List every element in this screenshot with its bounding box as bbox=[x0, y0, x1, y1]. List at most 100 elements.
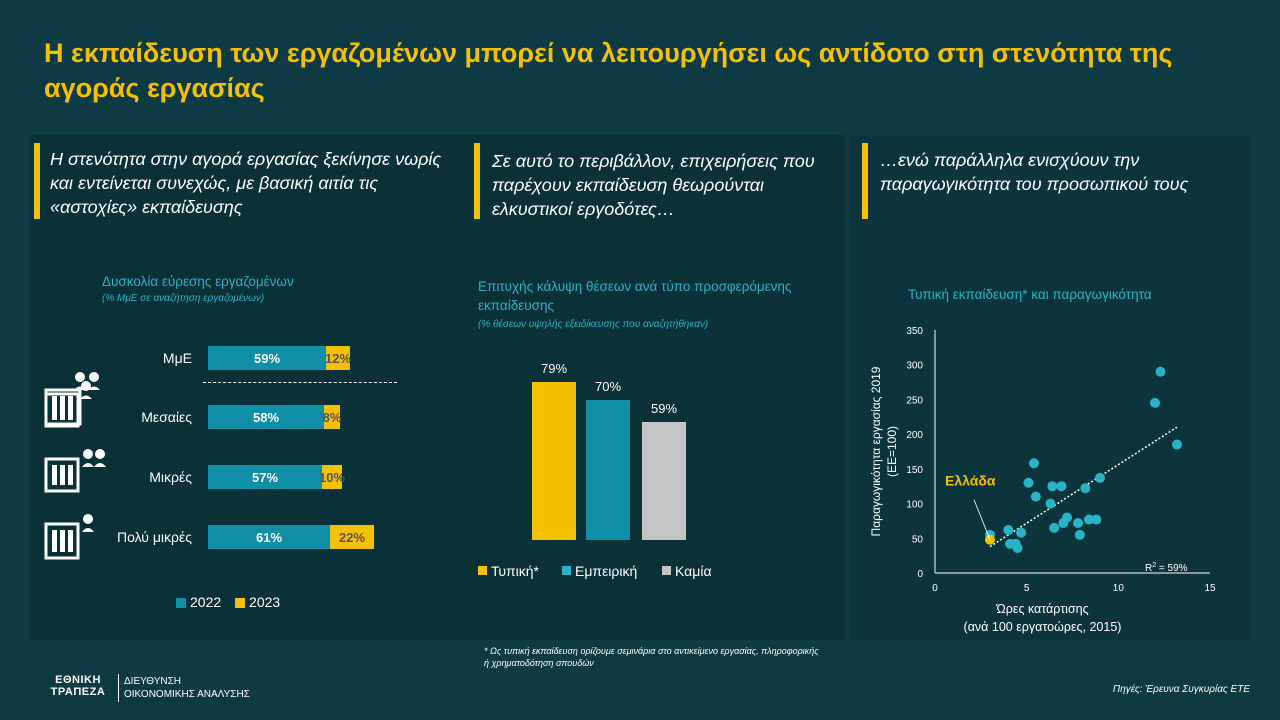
chart3-x-tick-label: 15 bbox=[1204, 583, 1216, 594]
dept-line2: ΟΙΚΟΝΟΜΙΚΗΣ ΑΝΑΛΥΣΗΣ bbox=[124, 689, 250, 700]
chart3-callout-line bbox=[973, 499, 991, 540]
chart2-legend-label: Εμπειρική bbox=[575, 563, 637, 579]
chart3-point bbox=[1074, 529, 1085, 540]
accent-bar bbox=[862, 143, 868, 219]
background-panel-right bbox=[850, 135, 1250, 640]
background-panel bbox=[30, 135, 846, 640]
chart2-bar: 79% 70% 59% Τυπική* Εμπειρική Καμία bbox=[478, 361, 712, 579]
chart1-category-label: Μεσαίες bbox=[141, 409, 192, 425]
legend-2023: 2023 bbox=[249, 594, 281, 610]
chart3-point bbox=[1049, 522, 1060, 533]
chart2-value-label: 79% bbox=[541, 361, 567, 376]
chart3-x-axis-title: Ώρες κατάρτισης bbox=[995, 602, 1088, 616]
intro-text-2: Σε αυτό το περιβάλλον, επιχειρήσεις που … bbox=[492, 151, 815, 219]
chart3-point bbox=[1084, 514, 1094, 525]
chart1-value-label-2022: 57% bbox=[251, 470, 279, 485]
divider-dashed bbox=[203, 382, 397, 383]
chart1-value-label-2022: 58% bbox=[252, 410, 280, 425]
chart3-point bbox=[1150, 397, 1160, 408]
chart2-bar bbox=[642, 422, 686, 540]
chart3-y-tick-label: 0 bbox=[917, 569, 923, 580]
chart3-point bbox=[1045, 498, 1056, 509]
legend-swatch-2023 bbox=[235, 598, 246, 609]
building-person-icon bbox=[44, 514, 94, 560]
chart2-value-label: 59% bbox=[651, 401, 677, 416]
chart2-legend-swatch bbox=[662, 566, 671, 575]
logo-divider bbox=[118, 674, 119, 702]
logo-line2: ΤΡΑΠΕΖΑ bbox=[50, 686, 106, 698]
legend-2022: 2022 bbox=[190, 594, 222, 610]
chart3-y-tick-label: 300 bbox=[906, 361, 923, 372]
chart1-legend: 2022 2023 bbox=[176, 594, 280, 610]
chart3-point bbox=[1016, 527, 1027, 538]
chart3-y-axis-title: Παραγωγικότητα εργασίας 2019 bbox=[869, 366, 883, 536]
chart3-point bbox=[1073, 518, 1083, 529]
chart1-bar-2023 bbox=[326, 346, 350, 370]
chart3-point bbox=[1062, 512, 1072, 523]
chart1-value-label-2023: 22% bbox=[338, 530, 366, 545]
accent-bar bbox=[474, 143, 480, 219]
bank-logo: ΕΘΝΙΚΗ ΤΡΑΠΕΖΑ bbox=[36, 674, 120, 698]
chart3-point bbox=[1047, 481, 1058, 492]
chart3-y-tick-label: 100 bbox=[906, 500, 923, 511]
chart3-point bbox=[1030, 491, 1041, 502]
chart3-y-tick-label: 200 bbox=[906, 430, 923, 441]
chart3-y-tick-label: 50 bbox=[912, 534, 924, 545]
chart3-x-tick-label: 10 bbox=[1113, 583, 1125, 594]
chart3-greece-label: Ελλάδα bbox=[945, 473, 996, 489]
chart1-value-label-2022: 61% bbox=[255, 530, 283, 545]
chart3-x-axis-subtitle: (ανά 100 εργατοώρες, 2015) bbox=[964, 620, 1122, 634]
source-note: Πηγές: Έρευνα Συγκυρίας ΕΤΕ bbox=[1112, 684, 1250, 695]
chart3-point bbox=[1095, 472, 1105, 483]
department: ΔΙΕΥΘΥΝΣΗ ΟΙΚΟΝΟΜΙΚΗΣ ΑΝΑΛΥΣΗΣ bbox=[124, 675, 250, 701]
chart3-y-tick-label: 250 bbox=[906, 395, 923, 406]
chart3-point bbox=[1091, 514, 1102, 525]
chart1-bar-2022 bbox=[208, 346, 326, 370]
chart2-bar bbox=[586, 400, 630, 540]
chart1-value-label-2023: 12% bbox=[324, 351, 352, 366]
chart1-value-label-2023: 10% bbox=[318, 470, 346, 485]
chart3-r2-label: R2 = 59% bbox=[1145, 562, 1188, 574]
chart1-category-label: ΜμΕ bbox=[162, 350, 192, 366]
chart2-legend-swatch bbox=[478, 566, 487, 575]
chart1-title: Δυσκολία εύρεσης εργαζομένων bbox=[102, 274, 294, 289]
chart2-title: Επιτυχής κάλυψη θέσεων ανά τύπο προσφερό… bbox=[478, 279, 792, 313]
chart3-point bbox=[1155, 366, 1166, 377]
chart3-point bbox=[1023, 477, 1034, 488]
chart2-subtitle: (% θέσεων υψηλής εξειδίκευσης που αναζητ… bbox=[478, 319, 709, 330]
chart3-scatter: 0 50 100 150 200 250 300 350 0 5 10 15 Ώρες κατάρτισ… bbox=[869, 326, 1216, 634]
page-title: Η εκπαίδευση των εργαζομένων μπορεί να λ… bbox=[44, 38, 1173, 103]
chart3-point bbox=[1080, 483, 1091, 494]
chart3-point bbox=[1172, 439, 1182, 450]
chart1-bar-2023 bbox=[324, 405, 340, 429]
logo-line1: ΕΘΝΙΚΗ bbox=[55, 674, 101, 686]
chart3-point bbox=[1029, 458, 1039, 469]
chart2-legend-swatch bbox=[562, 566, 571, 575]
chart2-value-label: 70% bbox=[595, 379, 621, 394]
chart2-legend-label: Καμία bbox=[675, 563, 712, 579]
footnote: * Ως τυπική εκπαίδευση ορίζουμε σεμινάρι… bbox=[484, 646, 819, 668]
intro-text-3: …ενώ παράλληλα ενισχύουν την παραγωγικότ… bbox=[880, 150, 1189, 194]
intro-text-1: Η στενότητα στην αγορά εργασίας ξεκίνησε… bbox=[50, 149, 442, 217]
chart3-x-tick-label: 5 bbox=[1024, 583, 1030, 594]
chart1-bar-2023 bbox=[322, 465, 342, 489]
dept-line1: ΔΙΕΥΘΥΝΣΗ bbox=[124, 676, 181, 687]
chart3-point-greece bbox=[985, 534, 995, 545]
building-icon bbox=[44, 392, 80, 428]
chart3-y-tick-label: 350 bbox=[906, 326, 923, 337]
building-people-icon bbox=[44, 449, 106, 493]
chart3-title: Τυπική εκπαίδευση* και παραγωγικότητα bbox=[908, 287, 1152, 302]
chart1-bar-2022 bbox=[208, 525, 330, 549]
chart3-trendline bbox=[989, 426, 1178, 548]
chart2-bar bbox=[532, 382, 576, 540]
chart1-bar-2023 bbox=[330, 525, 374, 549]
chart2-legend-label: Τυπική* bbox=[491, 563, 540, 579]
chart3-y-tick-label: 150 bbox=[906, 465, 923, 476]
chart1-category-label: Μικρές bbox=[149, 469, 192, 485]
chart1-subtitle: (% ΜμΕ σε αναζήτηση εργαζομένων) bbox=[102, 293, 265, 304]
legend-swatch-2022 bbox=[176, 598, 186, 609]
chart3-point bbox=[1056, 481, 1067, 492]
accent-bar bbox=[34, 143, 40, 219]
chart1-bar-2022 bbox=[208, 405, 324, 429]
chart3-y-axis-subtitle: (ΕΕ=100) bbox=[885, 426, 899, 477]
